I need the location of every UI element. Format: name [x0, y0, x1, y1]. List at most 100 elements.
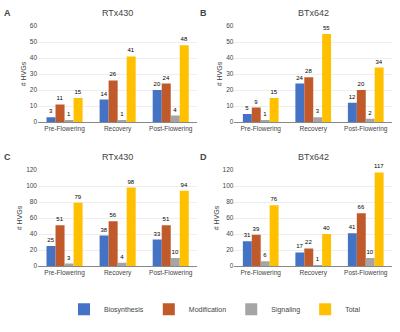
svg-text:# HVGs: # HVGs — [216, 61, 223, 86]
svg-text:20: 20 — [30, 246, 38, 253]
svg-text:Post-Flowering: Post-Flowering — [149, 125, 193, 133]
svg-text:24: 24 — [163, 75, 170, 81]
svg-text:20: 20 — [358, 81, 365, 87]
svg-text:1: 1 — [316, 256, 320, 262]
svg-text:1: 1 — [67, 111, 71, 117]
svg-text:0: 0 — [230, 262, 234, 269]
svg-text:4: 4 — [173, 107, 177, 113]
svg-text:40: 40 — [226, 230, 234, 237]
svg-text:20: 20 — [30, 86, 38, 93]
svg-text:80: 80 — [30, 198, 38, 205]
svg-text:51: 51 — [163, 216, 170, 222]
svg-text:15: 15 — [270, 89, 277, 95]
svg-text:D: D — [200, 152, 207, 162]
svg-text:3: 3 — [49, 108, 53, 114]
svg-text:10: 10 — [172, 249, 179, 255]
svg-text:40: 40 — [226, 54, 234, 61]
svg-text:14: 14 — [100, 91, 107, 97]
svg-text:40: 40 — [323, 225, 330, 231]
svg-text:120: 120 — [26, 166, 37, 173]
svg-text:50: 50 — [226, 38, 234, 45]
svg-text:60: 60 — [226, 214, 234, 221]
svg-text:Biosynthesis: Biosynthesis — [104, 306, 144, 314]
svg-text:38: 38 — [100, 227, 107, 233]
svg-text:30: 30 — [226, 70, 234, 77]
svg-text:Pre-Flowering: Pre-Flowering — [44, 269, 85, 277]
svg-text:100: 100 — [223, 182, 234, 189]
svg-text:24: 24 — [296, 75, 303, 81]
svg-text:120: 120 — [223, 166, 234, 173]
svg-text:Post-Flowering: Post-Flowering — [344, 125, 388, 133]
svg-text:60: 60 — [30, 214, 38, 221]
svg-text:20: 20 — [154, 81, 161, 87]
svg-text:5: 5 — [245, 105, 249, 111]
svg-text:0: 0 — [33, 262, 37, 269]
svg-text:48: 48 — [181, 36, 188, 42]
svg-text:Total: Total — [345, 306, 360, 313]
svg-text:Recovery: Recovery — [104, 125, 132, 133]
svg-text:40: 40 — [30, 230, 38, 237]
svg-text:60: 60 — [226, 22, 234, 29]
svg-text:RTx430: RTx430 — [102, 152, 133, 162]
svg-text:80: 80 — [226, 198, 234, 205]
svg-text:3: 3 — [67, 255, 71, 261]
svg-text:41: 41 — [128, 47, 135, 53]
svg-text:0: 0 — [230, 118, 234, 125]
svg-text:100: 100 — [26, 182, 37, 189]
svg-text:98: 98 — [128, 179, 135, 185]
svg-text:17: 17 — [296, 243, 303, 249]
svg-text:Pre-Flowering: Pre-Flowering — [240, 125, 281, 133]
svg-text:117: 117 — [374, 163, 384, 169]
svg-text:Pre-Flowering: Pre-Flowering — [44, 125, 85, 133]
svg-text:Pre-Flowering: Pre-Flowering — [240, 269, 281, 277]
svg-text:26: 26 — [109, 71, 116, 77]
svg-text:25: 25 — [47, 237, 54, 243]
svg-text:31: 31 — [244, 232, 251, 238]
svg-text:33: 33 — [154, 231, 161, 237]
svg-text:28: 28 — [305, 68, 312, 74]
svg-text:94: 94 — [181, 182, 188, 188]
svg-text:BTx642: BTx642 — [298, 152, 329, 162]
svg-text:Recovery: Recovery — [299, 125, 327, 133]
svg-text:55: 55 — [323, 25, 330, 31]
svg-text:10: 10 — [367, 249, 374, 255]
svg-text:B: B — [200, 8, 207, 18]
svg-text:# HVGs: # HVGs — [20, 61, 27, 86]
svg-text:4: 4 — [120, 254, 124, 260]
svg-text:0: 0 — [33, 118, 37, 125]
svg-text:# HVGs: # HVGs — [16, 205, 23, 230]
svg-text:C: C — [4, 152, 11, 162]
svg-text:Modification: Modification — [189, 306, 226, 313]
svg-text:3: 3 — [316, 108, 320, 114]
svg-text:Post-Flowering: Post-Flowering — [344, 269, 388, 277]
svg-text:51: 51 — [56, 216, 63, 222]
svg-text:34: 34 — [375, 59, 382, 65]
svg-text:39: 39 — [253, 226, 260, 232]
svg-text:41: 41 — [349, 224, 356, 230]
svg-text:9: 9 — [254, 99, 258, 105]
svg-text:1: 1 — [263, 111, 267, 117]
svg-text:15: 15 — [74, 89, 81, 95]
svg-text:20: 20 — [226, 86, 234, 93]
svg-text:20: 20 — [226, 246, 234, 253]
svg-text:10: 10 — [226, 102, 234, 109]
svg-text:Recovery: Recovery — [104, 269, 132, 277]
svg-text:Signaling: Signaling — [271, 306, 300, 314]
svg-text:50: 50 — [30, 38, 38, 45]
svg-text:30: 30 — [30, 70, 38, 77]
svg-text:2: 2 — [368, 110, 372, 116]
svg-text:RTx430: RTx430 — [102, 8, 133, 18]
svg-text:60: 60 — [30, 22, 38, 29]
svg-text:Post-Flowering: Post-Flowering — [149, 269, 193, 277]
svg-text:76: 76 — [270, 196, 277, 202]
svg-text:40: 40 — [30, 54, 38, 61]
svg-text:12: 12 — [349, 94, 356, 100]
svg-text:11: 11 — [57, 95, 64, 101]
svg-text:22: 22 — [305, 239, 312, 245]
svg-text:79: 79 — [74, 194, 81, 200]
svg-text:BTx642: BTx642 — [298, 8, 329, 18]
svg-text:# HVGs: # HVGs — [213, 205, 220, 230]
svg-text:Recovery: Recovery — [299, 269, 327, 277]
svg-text:1: 1 — [120, 111, 124, 117]
svg-text:56: 56 — [109, 212, 116, 218]
